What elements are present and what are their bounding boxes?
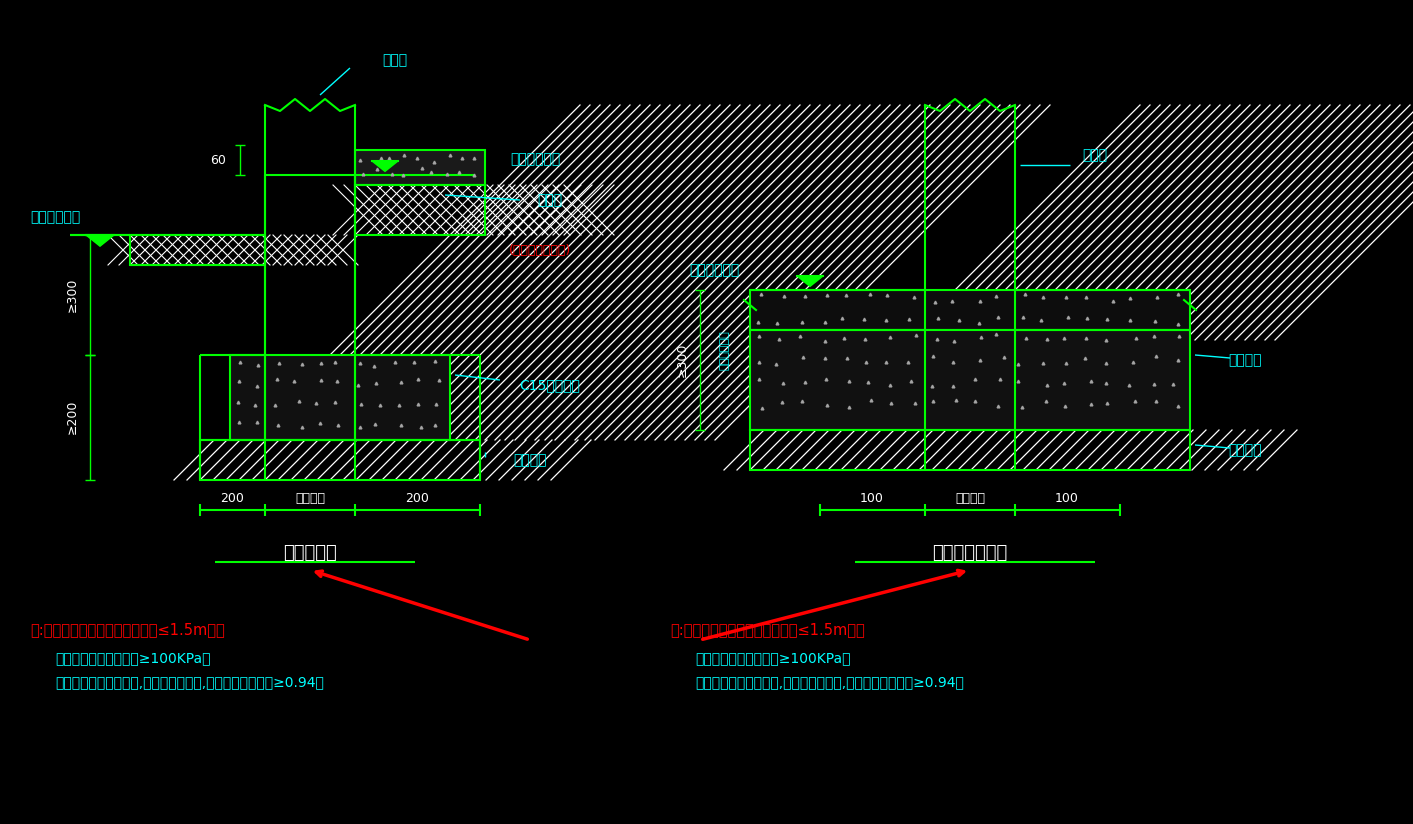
- Text: C15素混凝土: C15素混凝土: [520, 378, 581, 392]
- Text: 素土夯实: 素土夯实: [513, 453, 547, 467]
- Text: 60: 60: [211, 153, 226, 166]
- Text: ≥300: ≥300: [65, 278, 79, 312]
- Text: (具体做法详建施): (具体做法详建施): [509, 244, 571, 256]
- Text: 若以填土地基为持力层,填土应分层夯实,要求填土压实系数≥0.94。: 若以填土地基为持力层,填土应分层夯实,要求填土压实系数≥0.94。: [55, 675, 324, 689]
- Text: 填充墙厚: 填充墙厚: [295, 491, 325, 504]
- Text: 注:仅用于基岩出露或回填土厚度≤1.5m时。: 注:仅用于基岩出露或回填土厚度≤1.5m时。: [670, 622, 865, 638]
- Text: 室内填充墙基础: 室内填充墙基础: [933, 544, 1007, 562]
- Text: 素土夯实: 素土夯实: [1228, 443, 1262, 457]
- Text: 填充墙: 填充墙: [1082, 148, 1108, 162]
- Text: 防潮层: 防潮层: [537, 193, 562, 207]
- Text: 室内地坪标高: 室内地坪标高: [690, 263, 740, 277]
- Text: 装装地坪标高: 装装地坪标高: [721, 330, 731, 370]
- Text: 填充墙: 填充墙: [383, 53, 407, 67]
- Text: 室外地坪标高: 室外地坪标高: [30, 210, 81, 224]
- Text: 要求地基承载力特征值≥100KPa。: 要求地基承载力特征值≥100KPa。: [55, 651, 211, 665]
- Polygon shape: [372, 161, 398, 171]
- Bar: [201, 440, 480, 480]
- Text: ≥300: ≥300: [675, 343, 688, 377]
- Bar: [355, 185, 485, 235]
- Text: ≥200: ≥200: [65, 400, 79, 434]
- Text: 素混凝土: 素混凝土: [1228, 353, 1262, 367]
- Text: 填充墙厚: 填充墙厚: [955, 491, 985, 504]
- Bar: [355, 150, 485, 185]
- Text: 要求地基承载力特征值≥100KPa。: 要求地基承载力特征值≥100KPa。: [695, 651, 851, 665]
- Text: 200: 200: [406, 491, 430, 504]
- Text: 200: 200: [220, 491, 244, 504]
- Text: 填充墙基础: 填充墙基础: [283, 544, 336, 562]
- Bar: [230, 355, 449, 440]
- Text: 注:仅用于基岩出露或回填土厚度≤1.5m时。: 注:仅用于基岩出露或回填土厚度≤1.5m时。: [30, 622, 225, 638]
- Polygon shape: [86, 235, 114, 246]
- Text: 100: 100: [861, 491, 885, 504]
- Bar: [750, 330, 1190, 430]
- Bar: [750, 290, 1190, 330]
- Bar: [130, 235, 266, 265]
- Bar: [750, 430, 1190, 470]
- Polygon shape: [797, 276, 822, 287]
- Text: 100: 100: [1056, 491, 1080, 504]
- Text: 室内地坪标高: 室内地坪标高: [510, 152, 560, 166]
- Text: 若以填土地基为持力层,填土应分层夯实,要求填土压实系数≥0.94。: 若以填土地基为持力层,填土应分层夯实,要求填土压实系数≥0.94。: [695, 675, 964, 689]
